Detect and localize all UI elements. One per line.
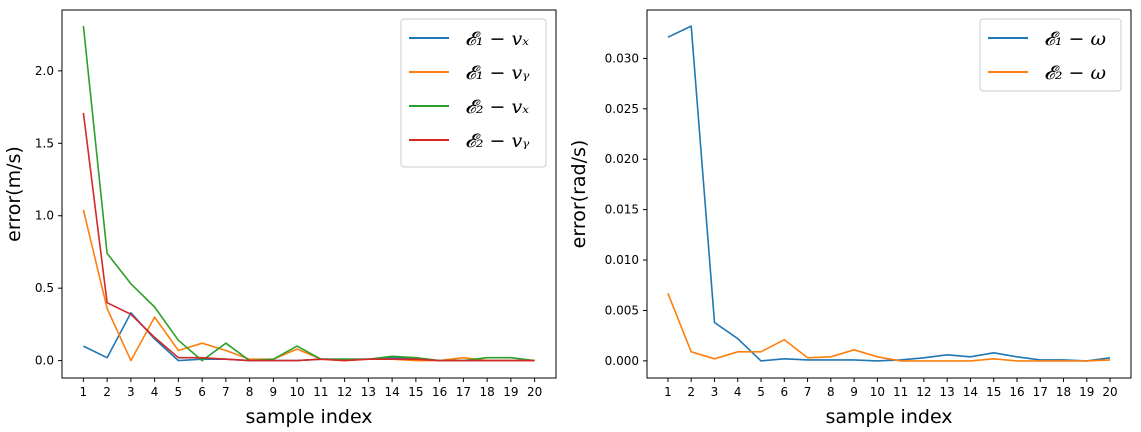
x-tick-label: 1 [664, 385, 672, 399]
x-tick-label: 1 [80, 385, 88, 399]
y-tick-label: 0.005 [605, 303, 639, 317]
series-line-2 [667, 293, 1111, 362]
series-line-4 [82, 112, 535, 362]
x-tick-label: 4 [151, 385, 159, 399]
x-tick-label: 16 [432, 385, 447, 399]
x-tick-label: 13 [361, 385, 376, 399]
y-tick-label: 0.030 [605, 51, 639, 65]
x-tick-label: 14 [384, 385, 399, 399]
x-tick-label: 10 [870, 385, 885, 399]
x-axis-title: sample index [825, 406, 952, 428]
x-tick-label: 5 [757, 385, 765, 399]
legend: 𝓔₁ − vₓ 𝓔₁ − vᵧ 𝓔₂ − vₓ 𝓔₂ − vᵧ [400, 18, 547, 168]
x-tick-label: 9 [850, 385, 858, 399]
x-tick-label: 12 [337, 385, 352, 399]
legend-label: 𝓔₁ − vᵧ [465, 62, 530, 84]
y-tick-label: 0.000 [605, 354, 639, 368]
y-axis-title: error(m/s) [3, 146, 25, 242]
x-tick-label: 3 [127, 385, 135, 399]
x-tick-label: 6 [780, 385, 788, 399]
x-tick-label: 6 [198, 385, 206, 399]
x-tick-label: 17 [456, 385, 471, 399]
x-tick-label: 20 [527, 385, 542, 399]
x-axis-title: sample index [245, 406, 372, 428]
x-tick-label: 13 [940, 385, 955, 399]
y-tick-label: 1.0 [35, 209, 54, 223]
y-tick-label: 0.020 [605, 152, 639, 166]
x-tick-label: 16 [1009, 385, 1024, 399]
chart-angular-error: 1 2 3 4 5 6 7 8 9 10 11 12 13 14 15 16 17 18 19 200.0000.00… [568, 9, 1132, 428]
x-tick-label: 11 [893, 385, 908, 399]
series-line-2 [82, 209, 535, 362]
x-tick-label: 15 [408, 385, 423, 399]
x-tick-label: 8 [827, 385, 835, 399]
legend-label: 𝓔₂ − vₓ [465, 96, 529, 118]
plot-frame [646, 9, 1132, 379]
x-tick-label: 11 [313, 385, 328, 399]
legend-label: 𝓔₂ − ω [1044, 62, 1106, 84]
x-tick-label: 20 [1102, 385, 1117, 399]
x-tick-label: 2 [687, 385, 695, 399]
legend-label: 𝓔₁ − ω [1044, 28, 1106, 50]
x-tick-label: 9 [270, 385, 278, 399]
x-tick-label: 12 [916, 385, 931, 399]
x-tick-label: 18 [479, 385, 494, 399]
x-tick-label: 8 [246, 385, 254, 399]
x-tick-label: 15 [986, 385, 1001, 399]
legend-box [400, 18, 547, 168]
x-tick-label: 2 [103, 385, 111, 399]
x-tick-label: 19 [503, 385, 518, 399]
legend-label: 𝓔₂ − vᵧ [465, 130, 530, 152]
plot-frame [61, 9, 557, 379]
x-tick-label: 3 [711, 385, 719, 399]
legend: 𝓔₁ − ω 𝓔₂ − ω [979, 18, 1122, 92]
x-tick-label: 19 [1079, 385, 1094, 399]
y-tick-label: 0.010 [605, 253, 639, 267]
y-tick-label: 0.5 [35, 281, 54, 295]
y-tick-label: 2.0 [35, 64, 54, 78]
x-tick-label: 14 [963, 385, 978, 399]
y-tick-label: 0.025 [605, 102, 639, 116]
y-tick-label: 0.0 [35, 354, 54, 368]
x-tick-label: 10 [289, 385, 304, 399]
x-tick-label: 5 [175, 385, 183, 399]
x-tick-label: 18 [1056, 385, 1071, 399]
chart-velocity-error: 1 2 3 4 5 6 7 8 9 10 11 12 13 14 15 16 17 18 19 200.00.51.0… [3, 9, 557, 428]
legend-label: 𝓔₁ − vₓ [465, 28, 529, 50]
y-tick-label: 1.5 [35, 136, 54, 150]
x-tick-label: 4 [734, 385, 742, 399]
y-axis-title: error(rad/s) [568, 140, 590, 249]
x-tick-label: 17 [1033, 385, 1048, 399]
x-tick-label: 7 [804, 385, 812, 399]
y-tick-label: 0.015 [605, 203, 639, 217]
series-line-1 [667, 25, 1111, 362]
x-tick-label: 7 [222, 385, 230, 399]
